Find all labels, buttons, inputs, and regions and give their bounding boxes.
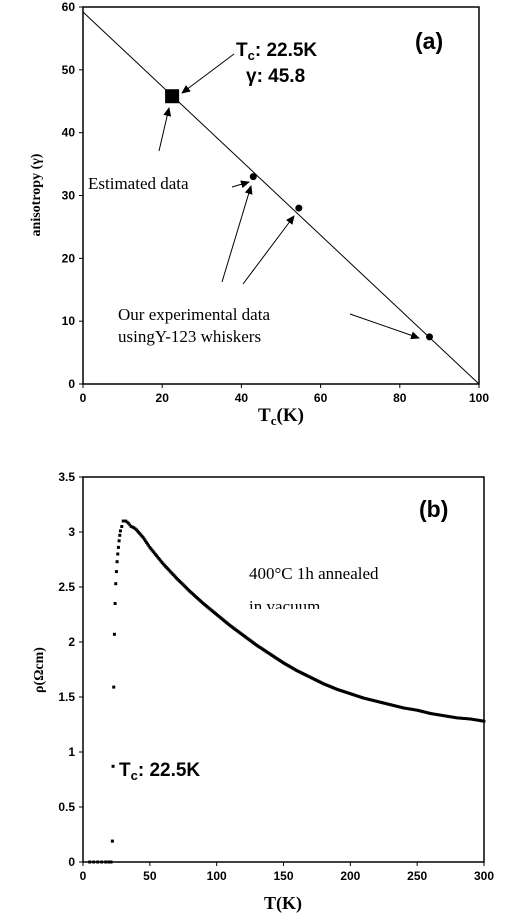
resistivity-point xyxy=(117,539,121,543)
resistivity-point xyxy=(120,525,124,528)
y-tick-label: 2 xyxy=(68,635,75,649)
resistivity-point xyxy=(116,545,120,549)
resistivity-point xyxy=(142,537,146,541)
panel-b-ticks: 0 50 100 150 200 250 300 0 0.5 1 1.5 2 2.5 3 3.5 xyxy=(58,470,494,883)
y-tick-label: 3 xyxy=(68,525,75,539)
y-tick-label: 2.5 xyxy=(58,580,75,594)
resistivity-point xyxy=(147,544,151,548)
arrow-to-point-87 xyxy=(349,313,420,340)
experimental-data-point xyxy=(249,173,257,181)
panel-label-b: (b) xyxy=(419,496,448,522)
fit-line xyxy=(82,11,480,385)
estimated-data-label: Estimated data xyxy=(88,174,189,193)
experimental-data-label-2: usingY-123 whiskers xyxy=(118,327,261,346)
y-tick-label: 3.5 xyxy=(58,470,75,484)
x-tick-label: 40 xyxy=(235,391,249,405)
resistivity-point xyxy=(146,542,150,546)
x-tick-label: 100 xyxy=(469,391,489,405)
y-tick-label: 1.5 xyxy=(58,690,75,704)
resistivity-point xyxy=(110,839,114,843)
resistivity-point xyxy=(113,602,117,605)
tc-annotation-b: Tc: 22.5K xyxy=(119,760,200,783)
panel-a-points xyxy=(165,89,433,341)
resistivity-point xyxy=(100,860,104,864)
y-tick-label: 0.5 xyxy=(58,800,75,814)
x-tick-label: 200 xyxy=(340,869,360,883)
resistivity-point xyxy=(112,632,116,636)
resistivity-point xyxy=(128,523,132,527)
anneal-label-1: 400°C 1h annealed xyxy=(249,564,379,583)
experimental-data-point xyxy=(295,204,303,212)
arrow-to-point-54 xyxy=(242,215,295,285)
experimental-data-label-1: Our experimental data xyxy=(118,305,270,324)
tc-annotation-a: Tc: 22.5K xyxy=(236,40,317,63)
x-tick-label: 300 xyxy=(474,869,494,883)
resistivity-point xyxy=(111,764,115,768)
y-tick-label: 0 xyxy=(68,377,75,391)
resistivity-point xyxy=(141,536,145,539)
resistivity-point xyxy=(107,860,111,864)
resistivity-point xyxy=(118,529,122,533)
x-tick-label: 100 xyxy=(207,869,227,883)
resistivity-point xyxy=(114,570,118,574)
resistivity-point xyxy=(143,539,147,543)
x-tick-label: 20 xyxy=(156,391,170,405)
resistivity-point xyxy=(112,685,116,689)
resistivity-point xyxy=(109,860,113,864)
resistivity-point xyxy=(92,860,96,864)
gamma-annotation: γ: 45.8 xyxy=(246,66,305,87)
y-tick-label: 50 xyxy=(62,63,76,77)
panel-b: 0 50 100 150 200 250 300 0 0.5 1 1.5 2 2.5 3 3.5 (b) 4… xyxy=(32,470,494,914)
x-tick-label: 0 xyxy=(80,869,87,883)
x-tick-label: 60 xyxy=(314,391,328,405)
x-tick-label: 150 xyxy=(273,869,293,883)
x-tick-label: 250 xyxy=(407,869,427,883)
resistivity-point xyxy=(96,860,100,864)
resistivity-point xyxy=(88,860,92,864)
plot-b-frame xyxy=(82,476,485,863)
arrow-to-estimated-from-label xyxy=(181,53,235,94)
x-axis-label-a: Tc(K) xyxy=(258,405,304,428)
x-tick-label: 0 xyxy=(80,391,87,405)
x-tick-label: 80 xyxy=(393,391,407,405)
arrow-to-point-43-long xyxy=(221,185,253,283)
y-axis-label-a: anisotropy (γ) xyxy=(29,153,44,236)
anneal-label-2-clip: in vacuum xyxy=(249,597,320,616)
panel-label-a: (a) xyxy=(415,28,443,54)
resistivity-point xyxy=(127,521,130,525)
resistivity-point xyxy=(145,541,148,544)
resistivity-point xyxy=(114,582,118,586)
y-tick-label: 30 xyxy=(62,189,76,203)
y-axis-label-b: ρ(Ωcm) xyxy=(32,647,47,693)
resistivity-point xyxy=(482,719,486,723)
y-tick-label: 1 xyxy=(68,745,75,759)
y-tick-label: 0 xyxy=(68,855,75,869)
x-tick-label: 50 xyxy=(143,869,157,883)
y-tick-label: 60 xyxy=(62,0,76,14)
panel-a-ticks: 0 20 40 60 80 100 0 10 20 30 40 50 60 xyxy=(62,0,490,405)
resistivity-point xyxy=(115,560,119,564)
y-tick-label: 20 xyxy=(62,251,76,265)
experimental-data-point xyxy=(426,333,433,341)
resistivity-point xyxy=(116,552,120,556)
y-tick-label: 10 xyxy=(62,314,76,328)
resistivity-point xyxy=(118,533,122,537)
x-axis-label-b: T(K) xyxy=(264,893,302,914)
anneal-label-2: in vacuum xyxy=(249,597,320,616)
panel-b-points xyxy=(88,519,486,864)
y-tick-label: 40 xyxy=(62,126,76,140)
annotation-arrows-a xyxy=(158,53,420,340)
estimated-data-point xyxy=(165,89,180,104)
arrow-to-point-43 xyxy=(231,180,250,189)
arrow-to-estimated-from-text xyxy=(158,107,172,152)
resistivity-point xyxy=(104,860,108,864)
